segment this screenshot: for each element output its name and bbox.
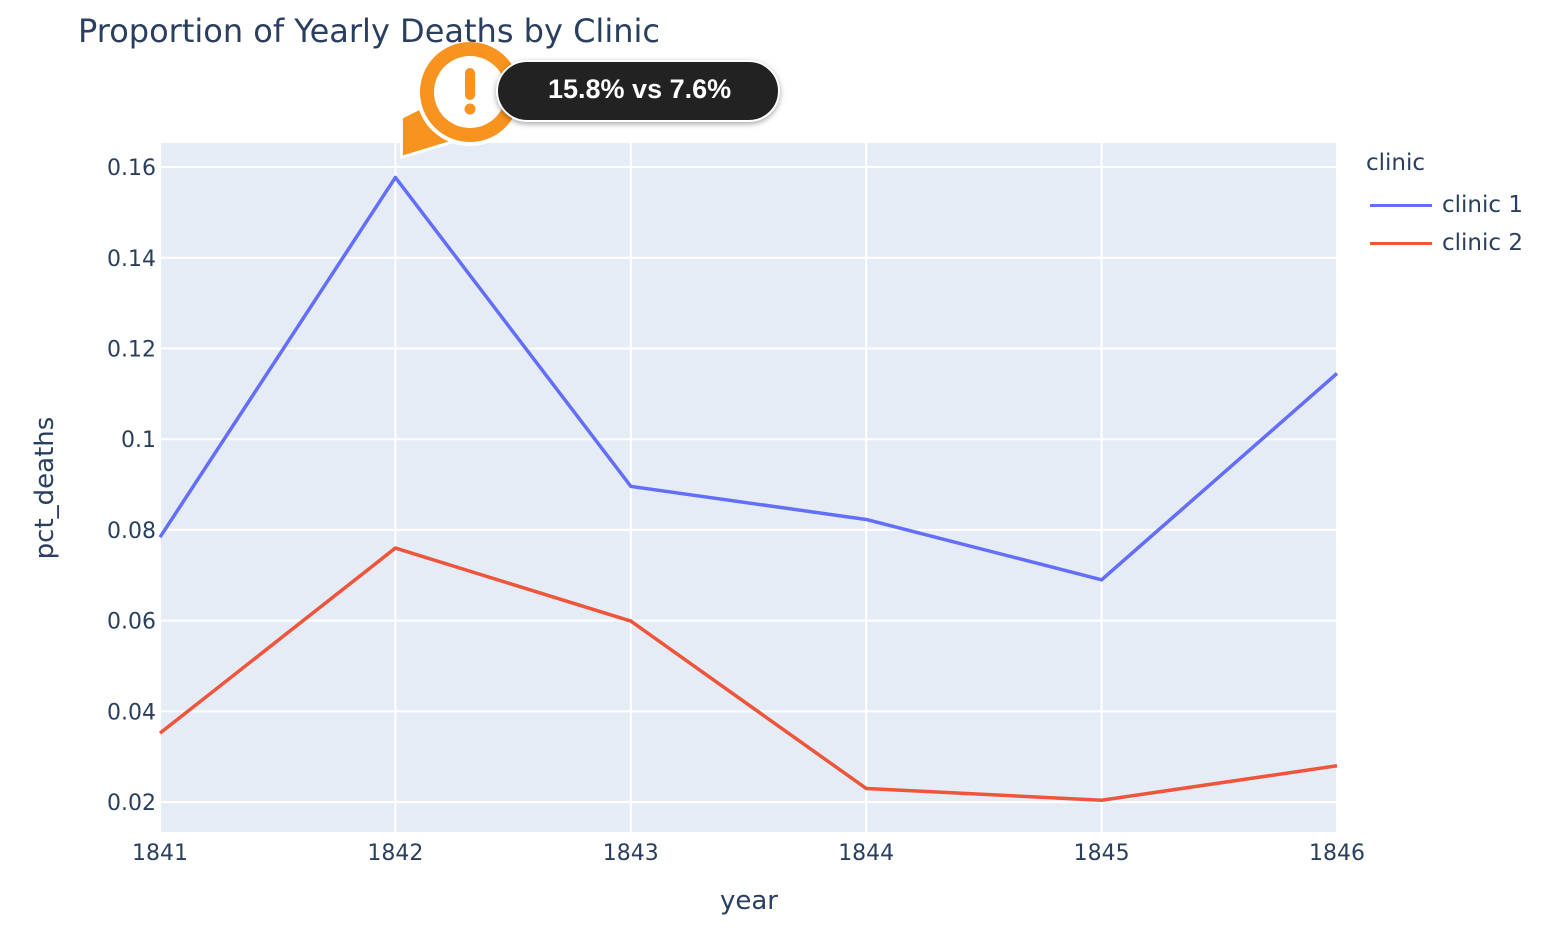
x-tick-label: 1842	[367, 841, 423, 866]
legend-swatch	[1370, 241, 1432, 245]
y-tick-label: 0.14	[107, 247, 156, 272]
x-tick-label: 1844	[838, 841, 894, 866]
y-tick-label: 0.12	[107, 337, 156, 362]
series-line-clinic-1	[158, 175, 1339, 582]
y-tick-label: 0.04	[107, 700, 156, 725]
legend-title: clinic	[1366, 150, 1426, 176]
x-tick-label: 1845	[1074, 841, 1130, 866]
legend-swatch	[1370, 203, 1432, 207]
exclamation-dot	[464, 103, 476, 115]
series-line-clinic-2	[158, 546, 1338, 802]
y-tick-label: 0.02	[107, 791, 156, 816]
legend-label: clinic 2	[1442, 230, 1523, 256]
gridlines	[159, 143, 1338, 832]
x-tick-label: 1846	[1309, 841, 1365, 866]
y-tick-label: 0.16	[107, 156, 156, 181]
legend-label: clinic 1	[1442, 192, 1523, 218]
x-axis-ticks: 1841 1842 1843 1844 1845 1846	[132, 841, 1365, 866]
y-tick-label: 0.06	[107, 610, 156, 635]
x-tick-label: 1843	[603, 841, 659, 866]
callout-badge	[496, 60, 780, 122]
legend-item-clinic-1[interactable]: clinic 1	[1370, 190, 1523, 220]
x-tick-label: 1841	[132, 841, 188, 866]
y-tick-label: 0.08	[107, 519, 156, 544]
exclamation-bar	[465, 68, 475, 100]
y-axis-label: pct_deaths	[30, 416, 60, 560]
callout-text: 15.8% vs 7.6%	[548, 74, 732, 104]
legend-item-clinic-2[interactable]: clinic 2	[1370, 228, 1523, 258]
y-axis-ticks: 0.02 0.04 0.06 0.08 0.1 0.12 0.14 0.16	[107, 156, 156, 816]
x-axis-label: year	[719, 886, 779, 916]
y-tick-label: 0.1	[121, 428, 156, 453]
plot-area	[160, 143, 1337, 832]
warning-exclamation-icon	[399, 38, 524, 159]
series-lines	[158, 175, 1339, 802]
chart-title: Proportion of Yearly Deaths by Clinic	[78, 12, 660, 50]
